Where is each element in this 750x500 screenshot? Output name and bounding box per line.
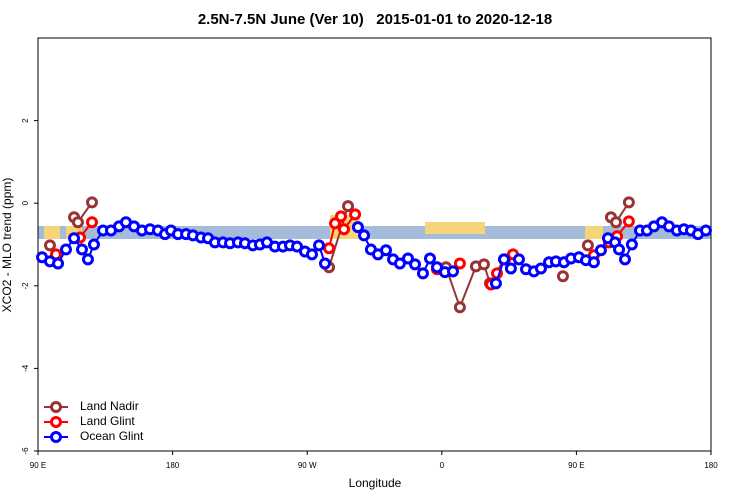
y-tick-label: -6 <box>21 447 30 455</box>
point <box>351 221 364 234</box>
point <box>619 253 632 266</box>
point <box>613 243 626 256</box>
point <box>431 261 444 274</box>
point <box>85 196 98 209</box>
point <box>622 196 635 209</box>
point <box>556 270 569 283</box>
x-tick-label: 90 E <box>30 461 46 470</box>
point <box>409 258 422 271</box>
point <box>587 256 600 269</box>
point <box>498 253 511 266</box>
legend-label: Ocean Glint <box>80 429 144 443</box>
point <box>423 252 436 265</box>
x-tick-label: 180 <box>704 461 718 470</box>
point <box>318 257 331 270</box>
point <box>581 239 594 252</box>
point <box>594 244 607 257</box>
point <box>85 216 98 229</box>
point <box>52 257 65 270</box>
x-tick-label: 180 <box>166 461 180 470</box>
point <box>329 217 342 230</box>
legend-label: Land Glint <box>80 414 135 428</box>
point <box>504 262 517 275</box>
point <box>305 248 318 261</box>
point <box>59 243 72 256</box>
point <box>337 223 350 236</box>
legend-marker <box>50 416 62 428</box>
point <box>75 243 88 256</box>
y-tick-label: -4 <box>21 364 30 372</box>
y-tick-label: 0 <box>21 200 30 205</box>
x-tick-label: 90 E <box>568 461 584 470</box>
legend-marker <box>50 431 62 443</box>
point <box>349 208 362 221</box>
chart-title: 2.5N-7.5N June (Ver 10) 2015-01-01 to 20… <box>198 11 552 28</box>
point <box>534 262 547 275</box>
point <box>699 224 712 237</box>
point <box>68 232 81 245</box>
x-tick-label: 90 W <box>298 461 317 470</box>
x-tick-label: 0 <box>440 461 445 470</box>
point <box>313 239 326 252</box>
point <box>87 238 100 251</box>
point <box>358 229 371 242</box>
plot-frame <box>37 37 712 452</box>
point <box>447 265 460 278</box>
point <box>81 253 94 266</box>
point <box>489 277 502 290</box>
y-tick-label: -2 <box>21 282 30 290</box>
point <box>393 257 406 270</box>
point <box>453 301 466 314</box>
x-axis-label: Longitude <box>349 476 402 490</box>
point <box>291 240 304 253</box>
point <box>342 200 355 213</box>
point <box>622 215 635 228</box>
point <box>477 258 490 271</box>
point <box>380 244 393 257</box>
y-tick-label: 2 <box>21 118 30 123</box>
point <box>416 267 429 280</box>
point <box>512 253 525 266</box>
point <box>453 257 466 270</box>
point <box>43 239 56 252</box>
legend-label: Land Nadir <box>80 399 139 413</box>
legend-marker <box>50 401 62 413</box>
point <box>71 216 84 229</box>
point <box>625 238 638 251</box>
point <box>323 242 336 255</box>
y-axis-label: XCO2 - MLO trend (ppm) <box>0 178 14 313</box>
point <box>610 216 623 229</box>
point <box>334 210 347 223</box>
